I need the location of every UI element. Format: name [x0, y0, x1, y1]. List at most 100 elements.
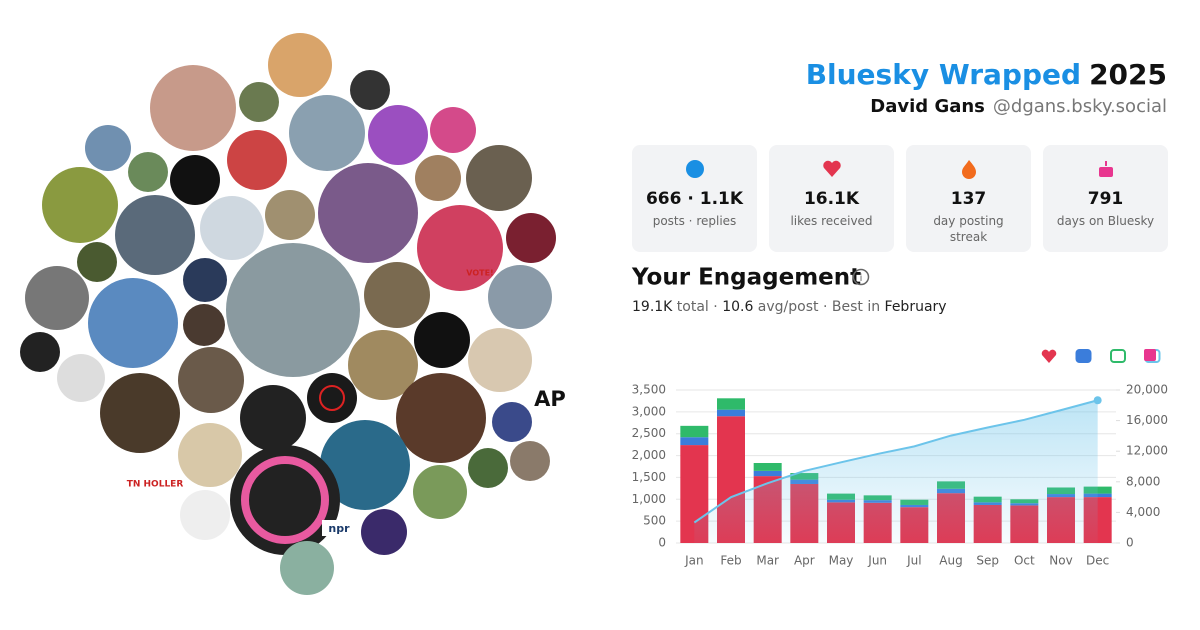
stat-label: posts · replies [652, 214, 737, 228]
avatar [417, 205, 503, 291]
avatar [368, 105, 428, 165]
line-end-dot [1093, 396, 1102, 405]
y-tick-label: 3,000 [632, 404, 666, 418]
avatar [240, 385, 306, 451]
avatar [42, 167, 118, 243]
avatar-badge [322, 520, 356, 536]
avatar [289, 95, 365, 171]
x-tick-label: Oct [1014, 554, 1035, 568]
stat-value: 666 · 1.1K [645, 189, 744, 209]
y-tick-label: 2,500 [632, 426, 666, 440]
stat-label: day posting streak [933, 214, 1004, 244]
avatar [415, 155, 461, 201]
avatar [183, 304, 225, 346]
stat-card: 666 · 1.1K posts · replies [632, 145, 757, 252]
avatar [280, 541, 334, 595]
user-handle: @dgans.bsky.social [993, 96, 1167, 117]
avatar [170, 155, 220, 205]
avatar [150, 65, 236, 151]
avatar [128, 152, 168, 192]
avatar-text: VOTE! [466, 269, 493, 278]
legend-icon[interactable] [1075, 349, 1092, 363]
x-tick-label: Jun [867, 554, 887, 568]
y-tick-label: 2,000 [632, 448, 666, 462]
area [694, 400, 1098, 543]
avatar [57, 354, 105, 402]
avatar [430, 107, 476, 153]
stat-label: likes received [790, 214, 873, 228]
info-icon[interactable] [852, 268, 870, 286]
avatar [468, 448, 508, 488]
avatar-ring [241, 456, 329, 544]
avatar [226, 243, 360, 377]
bar-segment [753, 470, 782, 477]
stat-card: 137 day posting streak [906, 145, 1031, 252]
line [693, 399, 1098, 524]
avatar [320, 420, 410, 510]
avatar [468, 328, 532, 392]
avatar [100, 373, 180, 453]
avatar [466, 145, 532, 211]
y-tick-label: 1,000 [632, 492, 666, 506]
summary-part: 10.6 [722, 299, 753, 315]
avatar [227, 130, 287, 190]
avatar [318, 163, 418, 263]
x-tick-label: Jan [684, 554, 704, 568]
bar-segment [753, 463, 782, 471]
avatar [268, 33, 332, 97]
user-name: David Gans [870, 96, 985, 117]
avatar [348, 330, 418, 400]
avatar [77, 242, 117, 282]
avatar [492, 402, 532, 442]
y-tick-label: 1,500 [632, 470, 666, 484]
x-tick-label: Aug [939, 554, 962, 568]
y2-tick-label: 20,000 [1126, 383, 1168, 397]
bar-segment [680, 425, 709, 438]
legend-icon[interactable] [1144, 349, 1156, 361]
avatar [506, 213, 556, 263]
avatar [180, 490, 230, 540]
avatar [265, 190, 315, 240]
stat-icon [822, 160, 841, 177]
avatar [178, 423, 242, 487]
y-tick-label: 3,500 [632, 383, 666, 397]
bar-segment [680, 437, 709, 446]
avatar [413, 465, 467, 519]
avatar [88, 278, 178, 368]
y2-tick-label: 0 [1126, 536, 1134, 550]
avatar [25, 266, 89, 330]
avatar [350, 70, 390, 110]
x-tick-label: Nov [1049, 554, 1072, 568]
avatar [396, 373, 486, 463]
avatar [85, 125, 131, 171]
legend-icon[interactable] [1041, 349, 1057, 363]
stat-card: 791 days on Bluesky [1043, 145, 1168, 252]
bar-segment [717, 398, 745, 410]
legend [1041, 349, 1161, 363]
x-tick-label: Sep [976, 554, 999, 568]
avatar [200, 196, 264, 260]
info-icon-glyph: i [860, 273, 863, 284]
x-tick-label: Apr [794, 554, 815, 568]
user: David Gans @dgans.bsky.social [870, 96, 1167, 117]
legend-icon[interactable] [1110, 349, 1126, 363]
stat-value: 137 [950, 189, 987, 209]
avatar-ring [319, 385, 345, 411]
avatar-text: TN HOLLER [127, 480, 184, 490]
stat-icon [1098, 161, 1113, 177]
summary-part: February [885, 299, 947, 315]
avatar [364, 262, 430, 328]
stat-icon [685, 160, 704, 178]
summary: 19.1K total · 10.6 avg/post · Best in Fe… [632, 299, 947, 315]
avatar [361, 509, 407, 555]
avatar [239, 82, 279, 122]
y2-tick-label: 16,000 [1126, 413, 1168, 427]
avatar [510, 441, 550, 481]
avatar [115, 195, 195, 275]
x-tick-label: May [829, 554, 854, 568]
y2-tick-label: 12,000 [1126, 444, 1168, 458]
y-tick-label: 0 [658, 536, 666, 550]
summary-part: 19.1K [632, 299, 673, 315]
avatar-cluster: AP npr TN HOLLER VOTE! [20, 33, 566, 595]
